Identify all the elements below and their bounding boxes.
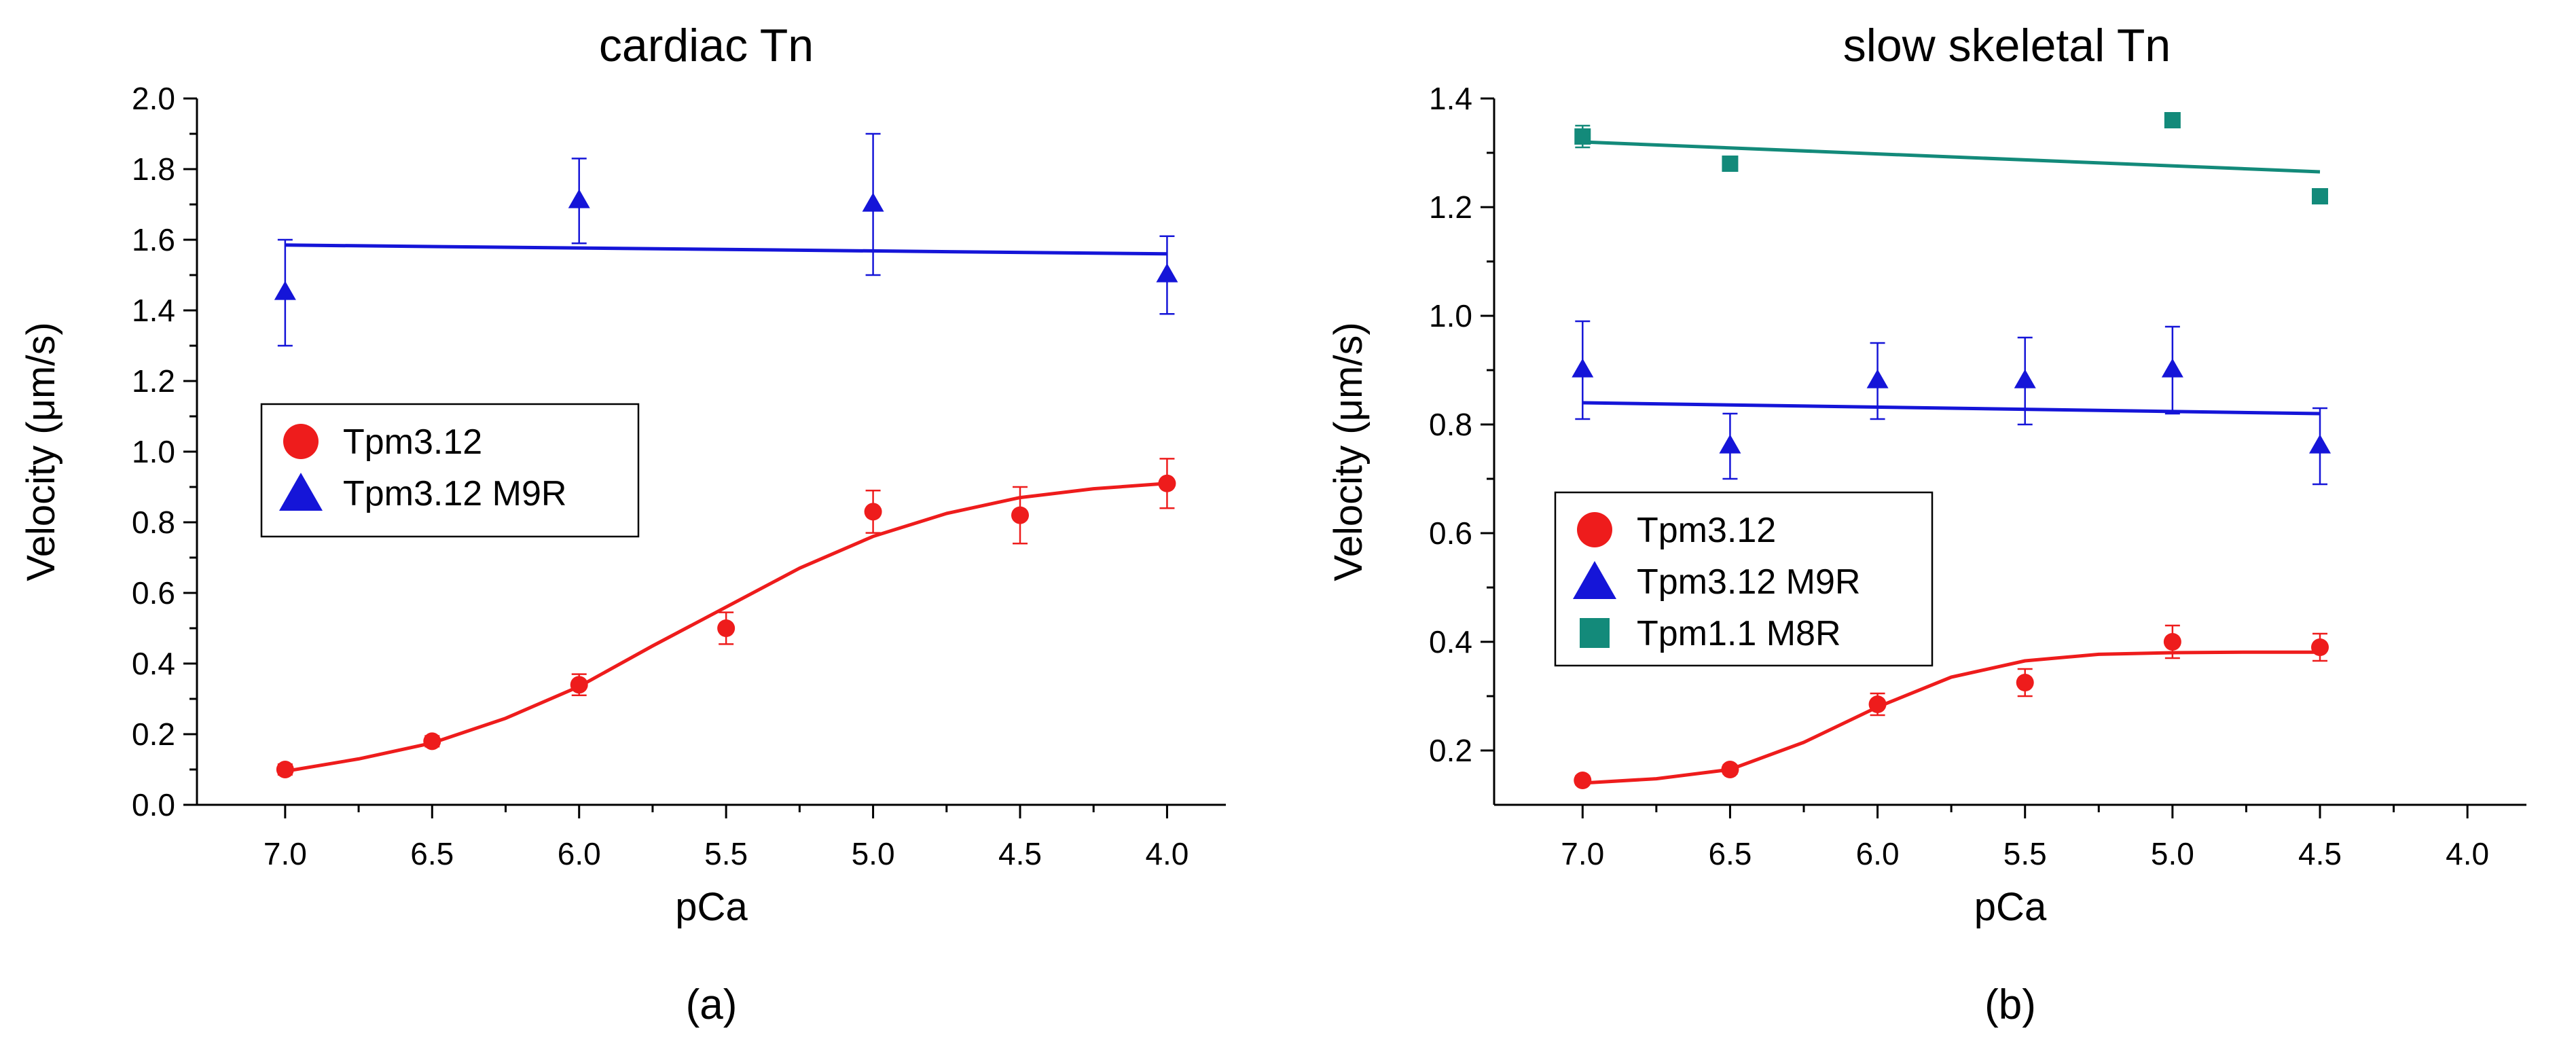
panel-b-slow-skeletal-tn: slow skeletal Tn 7.0 6.5 6.0 5.5 5.0 4.5 4.0 0.2… xyxy=(1326,20,2526,1028)
data-point-square xyxy=(2164,112,2181,128)
data-point-triangle xyxy=(568,189,590,209)
data-point-circle xyxy=(717,619,736,637)
data-point-circle xyxy=(1011,506,1029,524)
chart-title: slow skeletal Tn xyxy=(1843,20,2171,71)
y-tick-label: 0.6 xyxy=(132,575,175,611)
data-point-circle xyxy=(1574,772,1592,789)
legend-entry-label: Tpm3.12 M9R xyxy=(1637,562,1860,602)
data-point-circle xyxy=(1158,474,1176,492)
data-point-square xyxy=(1722,156,1739,172)
legend-marker-square xyxy=(1580,618,1610,648)
y-tick-label: 0.2 xyxy=(132,717,175,752)
data-point-triangle xyxy=(1719,434,1741,454)
data-point-circle xyxy=(2163,633,2181,651)
legend-marker-circle xyxy=(283,424,319,459)
y-tick-label: 0.2 xyxy=(1429,733,1472,768)
data-point-square xyxy=(1574,128,1591,145)
legend-marker-triangle xyxy=(1573,561,1616,599)
y-tick-label: 1.0 xyxy=(1429,298,1472,333)
data-point-square xyxy=(2312,188,2328,204)
data-point-circle xyxy=(570,676,588,694)
x-tick-label: 4.5 xyxy=(2298,836,2342,871)
y-tick-label: 1.4 xyxy=(1429,81,1472,116)
data-point-triangle xyxy=(862,192,884,212)
x-tick-label: 6.0 xyxy=(558,836,601,871)
x-tick-label: 6.5 xyxy=(410,836,454,871)
x-tick-label: 4.5 xyxy=(998,836,1042,871)
legend-marker-circle xyxy=(1577,512,1612,547)
x-tick-label: 6.0 xyxy=(1856,836,1900,871)
y-tick-label: 0.6 xyxy=(1429,515,1472,551)
x-tick-label: 5.5 xyxy=(2003,836,2047,871)
data-point-circle xyxy=(423,732,441,750)
data-point-triangle xyxy=(274,280,296,300)
x-tick-label: 7.0 xyxy=(1561,836,1604,871)
x-tick-label: 5.0 xyxy=(852,836,895,871)
y-tick-label: 1.4 xyxy=(132,293,175,328)
y-tick-label: 1.6 xyxy=(132,222,175,257)
data-point-circle xyxy=(276,761,294,778)
fit-line xyxy=(1582,650,2320,785)
data-point-triangle xyxy=(2014,369,2036,388)
y-tick-label: 0.4 xyxy=(132,646,175,681)
data-point-triangle xyxy=(2309,434,2331,454)
data-point-circle xyxy=(1868,695,1887,713)
legend-entry-label: Tpm3.12 xyxy=(343,422,482,462)
panel-label: (b) xyxy=(1984,981,2036,1028)
fit-line xyxy=(1582,140,2321,174)
x-axis-label: pCa xyxy=(1974,885,2047,929)
legend-box xyxy=(260,403,640,538)
x-tick-label: 5.0 xyxy=(2151,836,2194,871)
y-axis-label: Velocity (μm/s) xyxy=(19,322,63,581)
y-tick-label: 2.0 xyxy=(132,81,175,116)
data-point-circle xyxy=(2311,638,2329,656)
x-tick-label: 4.0 xyxy=(1145,836,1189,871)
data-point-triangle xyxy=(1572,358,1594,378)
legend-entry-label: Tpm3.12 xyxy=(1637,511,1776,550)
y-tick-label: 1.8 xyxy=(132,151,175,187)
x-axis-label: pCa xyxy=(675,885,748,929)
data-point-triangle xyxy=(2161,358,2183,378)
legend-box xyxy=(1554,491,1934,667)
legend-entry-label: Tpm1.1 M8R xyxy=(1637,614,1841,653)
y-tick-label: 0.8 xyxy=(132,505,175,540)
y-tick-label: 0.4 xyxy=(1429,624,1472,659)
legend-marker-triangle xyxy=(279,473,323,511)
x-tick-label: 5.5 xyxy=(704,836,748,871)
y-tick-label: 1.0 xyxy=(132,434,175,469)
y-axis-label: Velocity (μm/s) xyxy=(1326,322,1371,581)
data-point-circle xyxy=(2016,674,2034,691)
y-tick-label: 1.2 xyxy=(1429,189,1472,225)
panel-label: (a) xyxy=(686,981,738,1028)
data-point-circle xyxy=(864,503,882,521)
data-point-triangle xyxy=(1156,263,1178,283)
data-point-triangle xyxy=(1866,369,1889,388)
data-point-circle xyxy=(1721,761,1739,778)
x-tick-label: 7.0 xyxy=(264,836,307,871)
x-tick-label: 4.0 xyxy=(2446,836,2489,871)
y-tick-label: 0.0 xyxy=(132,787,175,822)
fit-line xyxy=(285,243,1167,256)
y-tick-label: 0.8 xyxy=(1429,407,1472,442)
fit-line xyxy=(1582,401,2321,416)
panel-a-cardiac-tn: cardiac Tn 7.0 6.5 6.0 5.5 5.0 4.5 4.0 0.0 0.2 0.4… xyxy=(19,20,1226,1028)
y-tick-label: 1.2 xyxy=(132,363,175,399)
chart-title: cardiac Tn xyxy=(599,20,814,71)
legend-entry-label: Tpm3.12 M9R xyxy=(343,474,566,513)
x-tick-label: 6.5 xyxy=(1708,836,1752,871)
